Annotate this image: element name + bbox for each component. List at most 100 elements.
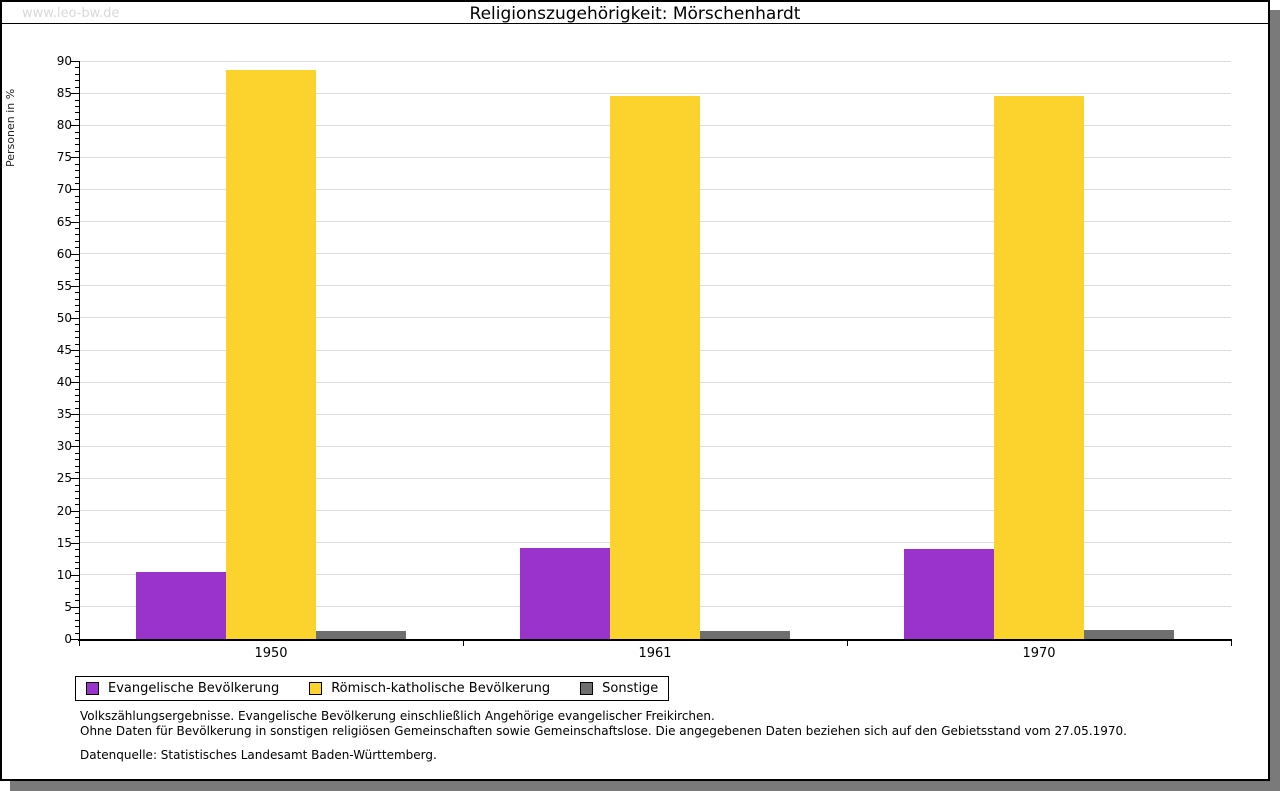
y-minor-tick bbox=[75, 516, 79, 518]
y-minor-tick bbox=[75, 369, 79, 371]
y-major-tick bbox=[71, 606, 79, 608]
y-major-tick bbox=[71, 350, 79, 351]
y-minor-tick bbox=[75, 484, 79, 486]
y-axis-tick-label: 75 bbox=[56, 150, 72, 165]
legend-swatch bbox=[580, 682, 594, 695]
y-minor-tick bbox=[75, 118, 79, 120]
gridline bbox=[79, 60, 1231, 62]
y-axis-tick-label: 0 bbox=[64, 632, 72, 646]
y-minor-tick bbox=[75, 420, 79, 422]
y-major-tick bbox=[71, 510, 79, 512]
y-axis-tick-label: 65 bbox=[56, 214, 72, 229]
y-minor-tick bbox=[75, 568, 79, 570]
y-major-tick bbox=[71, 189, 79, 191]
legend-swatch bbox=[309, 682, 323, 695]
footnote-line: Ohne Daten für Bevölkerung in sonstigen … bbox=[80, 723, 1127, 738]
y-minor-tick bbox=[75, 401, 79, 403]
y-minor-tick bbox=[75, 523, 79, 525]
y-minor-tick bbox=[75, 99, 79, 101]
legend-label: Evangelische Bevölkerung bbox=[108, 681, 280, 696]
y-minor-tick bbox=[75, 337, 79, 339]
x-axis-label: 1970 bbox=[1022, 646, 1056, 661]
y-axis-tick-label: 90 bbox=[56, 54, 72, 68]
y-minor-tick bbox=[75, 330, 79, 332]
footnote-line: Volkszählungsergebnisse. Evangelische Be… bbox=[80, 709, 715, 723]
y-axis-tick-label: 25 bbox=[56, 471, 72, 486]
bar bbox=[136, 572, 226, 639]
y-minor-tick bbox=[75, 138, 79, 140]
y-minor-tick bbox=[75, 594, 79, 596]
x-axis-label: 1950 bbox=[254, 646, 288, 661]
y-major-tick bbox=[71, 125, 79, 127]
y-axis-tick-label: 30 bbox=[56, 439, 72, 454]
y-major-tick bbox=[71, 61, 79, 62]
y-minor-tick bbox=[75, 176, 79, 178]
watermark: www.leo-bw.de bbox=[22, 6, 120, 21]
x-axis-label: 1961 bbox=[638, 646, 672, 661]
y-major-tick bbox=[71, 285, 79, 287]
y-minor-tick bbox=[75, 362, 79, 364]
y-minor-tick bbox=[75, 549, 79, 551]
y-minor-tick bbox=[75, 279, 79, 281]
y-minor-tick bbox=[75, 202, 79, 204]
y-minor-tick bbox=[75, 619, 79, 621]
y-minor-tick bbox=[75, 452, 79, 454]
y-axis-tick-label: 85 bbox=[56, 86, 72, 101]
y-minor-tick bbox=[75, 555, 79, 557]
y-minor-tick bbox=[75, 459, 79, 461]
legend-item: Evangelische Bevölkerung bbox=[86, 681, 279, 696]
y-major-tick bbox=[71, 253, 79, 255]
y-minor-tick bbox=[75, 613, 79, 615]
y-minor-tick bbox=[75, 581, 79, 583]
y-minor-tick bbox=[75, 587, 79, 589]
y-minor-tick bbox=[75, 215, 79, 217]
y-minor-tick bbox=[75, 170, 79, 172]
gridline bbox=[79, 92, 1231, 94]
y-minor-tick bbox=[75, 67, 79, 69]
header-separator bbox=[2, 23, 1268, 24]
y-minor-tick bbox=[75, 247, 79, 249]
y-axis-tick-label: 50 bbox=[56, 310, 72, 325]
y-minor-tick bbox=[75, 439, 79, 441]
y-major-tick bbox=[71, 157, 79, 159]
y-minor-tick bbox=[75, 163, 79, 165]
y-minor-tick bbox=[75, 536, 79, 538]
x-boundary-tick bbox=[847, 641, 848, 646]
bar bbox=[610, 95, 700, 639]
y-minor-tick bbox=[75, 433, 79, 435]
chart-page: www.leo-bw.de Religionszugehörigkeit: Mö… bbox=[0, 0, 1270, 781]
x-boundary-tick bbox=[1231, 641, 1232, 646]
bar bbox=[1084, 630, 1174, 639]
x-boundary-tick bbox=[79, 641, 80, 646]
y-major-tick bbox=[71, 414, 79, 416]
bar bbox=[316, 631, 406, 639]
y-minor-tick bbox=[75, 227, 79, 229]
y-minor-tick bbox=[75, 497, 79, 499]
y-minor-tick bbox=[75, 305, 79, 307]
y-minor-tick bbox=[75, 183, 79, 185]
y-minor-tick bbox=[75, 240, 79, 242]
bar bbox=[700, 630, 790, 639]
y-axis-tick-label: 10 bbox=[56, 567, 72, 582]
y-minor-tick bbox=[75, 375, 79, 377]
bar bbox=[226, 69, 316, 639]
bar bbox=[904, 549, 994, 639]
y-major-tick bbox=[71, 221, 79, 223]
y-minor-tick bbox=[75, 632, 79, 634]
y-minor-tick bbox=[75, 86, 79, 88]
y-minor-tick bbox=[75, 272, 79, 274]
y-minor-tick bbox=[75, 472, 79, 474]
y-minor-tick bbox=[75, 343, 79, 345]
legend-label: Sonstige bbox=[602, 681, 659, 696]
y-minor-tick bbox=[75, 324, 79, 326]
y-minor-tick bbox=[75, 465, 79, 467]
y-minor-tick bbox=[75, 298, 79, 300]
y-minor-tick bbox=[75, 208, 79, 210]
y-major-tick bbox=[71, 574, 79, 576]
y-minor-tick bbox=[75, 73, 79, 75]
y-minor-tick bbox=[75, 131, 79, 133]
y-axis-tick-label: 80 bbox=[56, 118, 72, 133]
bar bbox=[994, 95, 1084, 639]
x-axis-line bbox=[78, 639, 1232, 641]
y-major-tick bbox=[71, 317, 79, 319]
